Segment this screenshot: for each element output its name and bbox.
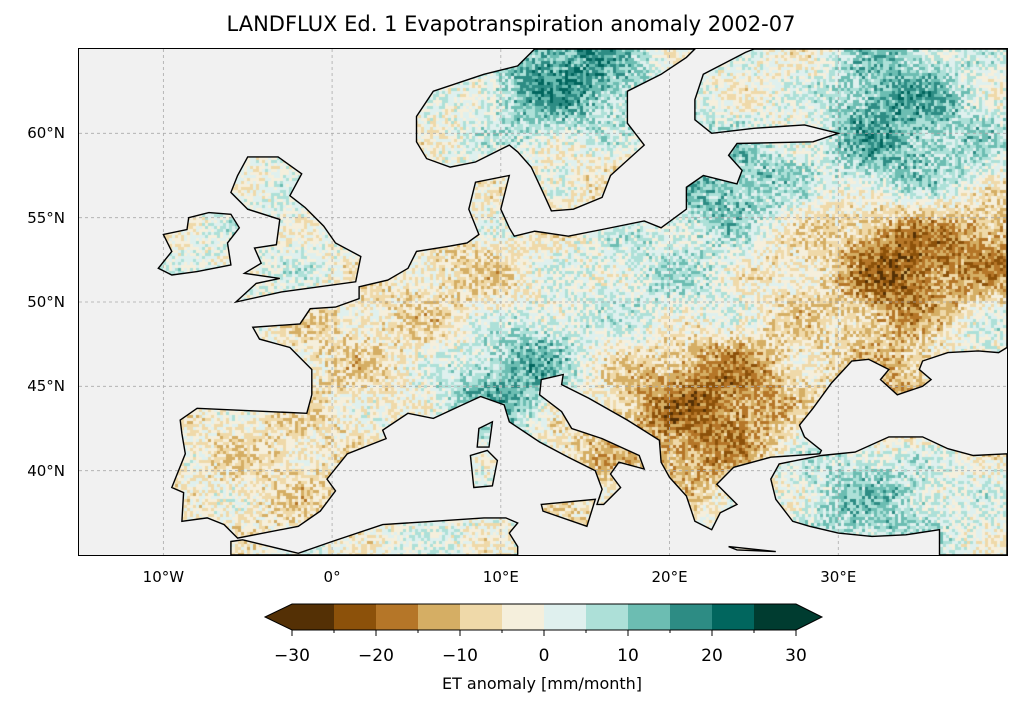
coastline (415, 49, 696, 212)
colorbar-segment (544, 604, 587, 630)
lon-tick-label: 10°E (482, 568, 519, 586)
colorbar-segment (334, 604, 377, 630)
coastline (728, 545, 776, 553)
colorbar-tick-label: −30 (274, 646, 310, 666)
colorbar-tick-label: 0 (538, 646, 550, 666)
colorbar-segment (418, 604, 461, 630)
lat-tick-label: 40°N (27, 461, 65, 480)
lat-tick-label: 45°N (27, 377, 65, 396)
lon-tick-label: 20°E (651, 568, 688, 586)
lon-tick-label: 30°E (820, 568, 857, 586)
colorbar-label: ET anomaly [mm/month] (441, 674, 643, 693)
coastline (770, 436, 1007, 555)
coastline (540, 498, 597, 528)
colorbar-tick-label: −20 (358, 646, 394, 666)
coastline (230, 517, 519, 555)
colorbar-segment (292, 604, 335, 630)
colorbar-tick-label: 20 (701, 646, 723, 666)
coastline (230, 156, 362, 304)
map-title: LANDFLUX Ed. 1 Evapotranspiration anomal… (226, 12, 796, 36)
coastline (170, 49, 1007, 539)
coastline (476, 420, 494, 448)
colorbar-segment (670, 604, 713, 630)
colorbar-extend-min (265, 604, 292, 630)
colorbar-segment (460, 604, 503, 630)
map-panel (78, 48, 1008, 556)
colorbar (263, 603, 824, 636)
map-overlay (79, 49, 1007, 555)
coastline (469, 449, 499, 489)
colorbar-extend-max (796, 604, 822, 630)
colorbar-tick-label: −10 (442, 646, 478, 666)
colorbar-tick-label: 10 (617, 646, 639, 666)
lat-tick-label: 50°N (27, 293, 65, 311)
lon-tick-label: 0° (323, 568, 341, 586)
colorbar-segment (502, 604, 545, 630)
colorbar-segment (712, 604, 755, 630)
colorbar-tick-label: 30 (785, 646, 807, 666)
coastline (157, 211, 241, 276)
colorbar-segment (586, 604, 629, 630)
colorbar-segment (628, 604, 671, 630)
lat-tick-label: 55°N (27, 208, 65, 227)
colorbar-segment (754, 604, 797, 630)
lon-tick-label: 10°W (142, 568, 185, 586)
lat-tick-label: 60°N (27, 124, 65, 143)
colorbar-segment (376, 604, 419, 630)
